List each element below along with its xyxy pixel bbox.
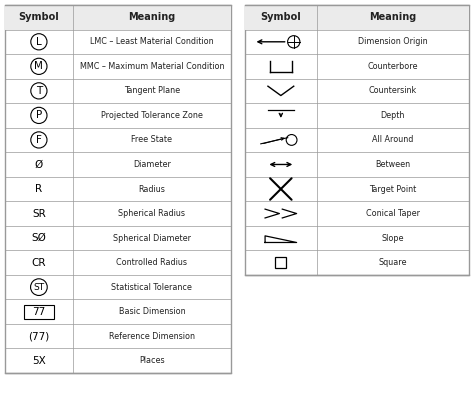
Text: M: M [35,61,43,71]
Text: Radius: Radius [138,184,165,193]
Text: CR: CR [32,258,46,267]
Text: Controlled Radius: Controlled Radius [117,258,187,267]
Text: Square: Square [379,258,407,267]
Text: L: L [36,37,42,47]
Bar [245,5,469,30]
Text: Dimension Origin: Dimension Origin [358,37,428,46]
Text: P: P [36,110,42,120]
Text: LMC – Least Material Condition: LMC – Least Material Condition [90,37,214,46]
Text: MMC – Maximum Material Condition: MMC – Maximum Material Condition [80,62,224,71]
Text: 5X: 5X [32,356,46,366]
Text: Meaning: Meaning [369,12,417,22]
Text: T: T [36,86,42,96]
Text: Countersink: Countersink [369,86,417,95]
Text: Between: Between [375,160,410,169]
Text: 77: 77 [32,306,46,317]
Text: Conical Taper: Conical Taper [366,209,420,218]
Text: SR: SR [32,208,46,219]
Text: R: R [36,184,43,194]
Text: Places: Places [139,356,164,365]
Text: F: F [36,135,42,145]
Text: Symbol: Symbol [18,12,59,22]
Text: Reference Dimension: Reference Dimension [109,332,195,341]
Text: Statistical Tolerance: Statistical Tolerance [111,282,192,292]
Text: Basic Dimension: Basic Dimension [118,307,185,316]
Text: Spherical Diameter: Spherical Diameter [113,234,191,243]
Bar [24,304,54,319]
Text: SØ: SØ [31,233,46,243]
Text: Tangent Plane: Tangent Plane [124,86,180,95]
Bar [245,5,469,275]
Text: Spherical Radius: Spherical Radius [118,209,185,218]
Bar [275,257,286,268]
Text: Free State: Free State [131,136,173,144]
Text: All Around: All Around [372,136,413,144]
Text: Projected Tolerance Zone: Projected Tolerance Zone [101,111,203,120]
Text: Depth: Depth [381,111,405,120]
Text: Slope: Slope [382,234,404,243]
Text: Symbol: Symbol [261,12,301,22]
Text: Ø: Ø [35,160,43,169]
Text: Diameter: Diameter [133,160,171,169]
Text: (77): (77) [28,331,49,341]
Text: Meaning: Meaning [128,12,175,22]
Bar [5,5,231,373]
Text: Target Point: Target Point [369,184,417,193]
Bar [5,5,231,30]
Text: Counterbore: Counterbore [368,62,418,71]
Text: ST: ST [33,282,45,292]
